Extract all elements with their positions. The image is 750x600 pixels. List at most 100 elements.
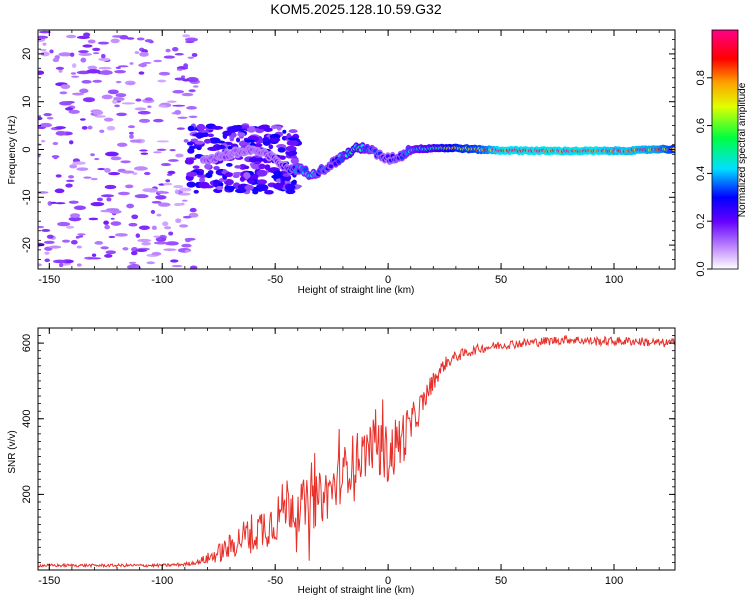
- spectrogram-transition-blob: [244, 139, 255, 143]
- spectrogram-transition-blob: [211, 125, 224, 130]
- spectrogram-noise-speckle: [173, 202, 183, 207]
- spectrogram-noise-speckle: [156, 148, 167, 152]
- spectrogram-transition-blob: [232, 174, 240, 179]
- snr-y-tick-label: 600: [21, 334, 33, 352]
- spectrogram-noise-speckle: [87, 39, 96, 44]
- colorbar-tick-label: 0.6: [695, 118, 707, 133]
- spectrogram-noise-speckle: [69, 164, 78, 169]
- spectrogram-transition-blob: [186, 171, 198, 177]
- spectrogram-noise-speckle: [100, 194, 115, 198]
- spectrogram-noise-speckle: [148, 40, 154, 44]
- snr-x-tick-label: -150: [38, 575, 60, 587]
- spectrogram-noise-speckle: [174, 109, 182, 115]
- spectrogram-noise-speckle: [105, 151, 119, 157]
- spectrogram-noise-speckle: [54, 202, 66, 205]
- spectrogram-noise-speckle: [182, 34, 191, 38]
- spectrogram-x-tick-label: -100: [151, 274, 173, 286]
- spectrogram-transition-blob: [251, 163, 262, 170]
- spectrogram-noise-speckle: [38, 225, 45, 229]
- spectrogram-noise-speckle: [55, 66, 65, 70]
- spectrogram-noise-speckle: [69, 213, 81, 219]
- spectrogram-noise-speckle: [99, 70, 113, 76]
- colorbar-ticks: 0.0 0.2 0.4 0.6 0.8: [695, 70, 712, 277]
- spectrogram-noise-speckle: [180, 202, 185, 206]
- spectrogram-noise-speckle: [166, 173, 173, 176]
- spectrogram-transition-blob: [203, 138, 211, 144]
- spectrogram-noise-speckle: [134, 194, 149, 199]
- spectrogram-noise-speckle: [110, 221, 122, 226]
- spectrogram-noise-speckle: [41, 140, 46, 143]
- spectrogram-noise-speckle: [88, 257, 102, 260]
- spectrogram-transition-blob: [252, 190, 259, 195]
- spectrogram-noise-speckle: [183, 139, 189, 143]
- spectrogram-noise-speckle: [129, 134, 134, 139]
- spectrogram-x-tick-label: -50: [267, 274, 283, 286]
- spectrogram-noise-speckle: [138, 63, 148, 68]
- spectrogram-noise-speckle: [115, 93, 127, 98]
- spectrogram-noise-speckle: [189, 265, 198, 269]
- spectrogram-noise-speckle: [185, 238, 191, 243]
- spectrogram-noise-speckle: [104, 224, 110, 230]
- spectrogram-noise-speckle: [41, 228, 51, 232]
- spectrogram-noise-speckle: [165, 241, 179, 246]
- spectrogram-noise-speckle: [65, 183, 73, 188]
- spectrogram-noise-speckle: [39, 122, 52, 128]
- spectrogram-noise-speckle: [87, 65, 98, 70]
- spectrogram-noise-speckle: [55, 174, 62, 178]
- spectrogram-noise-speckle: [129, 62, 134, 65]
- spectrogram-noise-speckle: [168, 159, 179, 162]
- spectrogram-noise-speckle: [128, 131, 134, 135]
- spectrogram-noise-speckle: [184, 249, 191, 253]
- spectrogram-transition-blob: [256, 183, 267, 190]
- spectrogram-noise-speckle: [135, 249, 148, 252]
- spectrogram-transition-blob: [187, 147, 195, 154]
- spectrogram-noise-speckle: [86, 69, 101, 74]
- spectrogram-noise-speckle: [38, 242, 45, 247]
- spectrogram-noise-speckle: [92, 110, 104, 115]
- spectrogram-transition-blob: [287, 137, 299, 141]
- spectrogram-noise-speckle: [44, 251, 50, 255]
- spectrogram-noise-speckle: [138, 118, 151, 123]
- spectrogram-transition-blob: [257, 125, 267, 130]
- spectrogram-noise-speckle: [189, 79, 198, 83]
- colorbar-label: Normalized spectral amplitude: [737, 82, 748, 217]
- spectrogram-transition-blob: [244, 165, 250, 170]
- spectrogram-noise-speckle: [135, 233, 141, 238]
- spectrogram-y-tick-label: 20: [21, 48, 33, 60]
- spectrogram-noise-speckle: [61, 239, 71, 243]
- spectrogram-y-tick-label: -20: [21, 237, 33, 253]
- spectrogram-y-tick-label: 10: [21, 96, 33, 108]
- spectrogram-noise-speckle: [142, 188, 154, 193]
- spectrogram-noise-speckle: [90, 177, 98, 181]
- spectrogram-noise-speckle: [65, 179, 75, 182]
- spectrogram-noise-speckle: [146, 261, 156, 265]
- spectrogram-noise-speckle: [181, 75, 186, 79]
- colorbar-tick-label: 0.2: [695, 214, 707, 229]
- spectrogram-noise-speckle: [43, 240, 55, 244]
- spectrogram-noise-speckle: [90, 153, 95, 157]
- spectrogram-marks: [38, 30, 675, 269]
- spectrogram-noise-speckle: [187, 56, 195, 59]
- spectrogram-noise-speckle: [38, 153, 41, 158]
- spectrogram-noise-speckle: [132, 172, 138, 175]
- spectrogram-noise-speckle: [137, 110, 151, 115]
- spectrogram-noise-speckle: [104, 167, 111, 173]
- spectrogram-noise-speckle: [106, 125, 116, 131]
- spectrogram-noise-speckle: [68, 109, 80, 114]
- spectrogram-noise-speckle: [174, 77, 186, 81]
- spectrogram-noise-speckle: [103, 117, 114, 122]
- spectrogram-transition-blob: [207, 133, 214, 138]
- spectrogram-noise-speckle: [179, 224, 189, 228]
- spectrogram-noise-speckle: [68, 200, 79, 204]
- spectrogram-noise-speckle: [153, 241, 168, 245]
- spectrogram-noise-speckle: [69, 52, 75, 57]
- spectrogram-transition-blob: [199, 177, 206, 183]
- spectrogram-x-tick-label: 0: [385, 274, 391, 286]
- spectrogram-noise-speckle: [147, 105, 152, 108]
- spectrogram-noise-speckle: [105, 250, 117, 255]
- spectrogram-noise-speckle: [142, 61, 152, 64]
- spectrogram-transition-blob: [237, 132, 246, 137]
- spectrogram-noise-speckle: [128, 261, 137, 264]
